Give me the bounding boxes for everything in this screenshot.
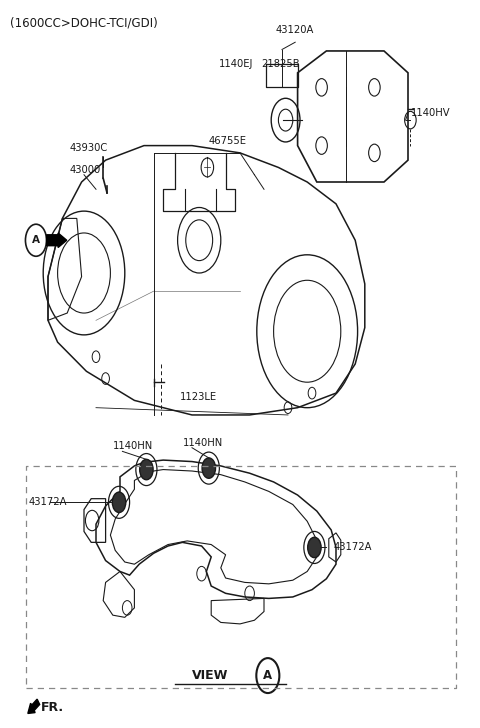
- Circle shape: [140, 459, 153, 480]
- Text: A: A: [263, 669, 273, 682]
- Text: FR.: FR.: [41, 701, 64, 714]
- Circle shape: [112, 492, 126, 513]
- FancyArrow shape: [28, 699, 40, 713]
- Text: 1140HN: 1140HN: [113, 441, 153, 451]
- Text: 21825B: 21825B: [262, 59, 300, 69]
- Circle shape: [308, 537, 321, 558]
- Text: 1123LE: 1123LE: [180, 392, 217, 402]
- Text: 43120A: 43120A: [276, 25, 314, 35]
- Text: 1140HV: 1140HV: [410, 108, 450, 118]
- Text: (1600CC>DOHC-TCI/GDI): (1600CC>DOHC-TCI/GDI): [10, 16, 157, 29]
- FancyArrow shape: [47, 233, 67, 248]
- Text: A: A: [32, 235, 40, 245]
- Circle shape: [202, 458, 216, 478]
- Text: VIEW: VIEW: [192, 669, 228, 682]
- Text: 1140EJ: 1140EJ: [218, 59, 253, 69]
- Text: 43172A: 43172A: [334, 542, 372, 553]
- Text: 1140HN: 1140HN: [182, 438, 223, 448]
- Text: 46755E: 46755E: [209, 135, 247, 146]
- Text: 43172A: 43172A: [29, 497, 67, 507]
- Text: 43000: 43000: [70, 165, 101, 175]
- Text: 43930C: 43930C: [70, 143, 108, 153]
